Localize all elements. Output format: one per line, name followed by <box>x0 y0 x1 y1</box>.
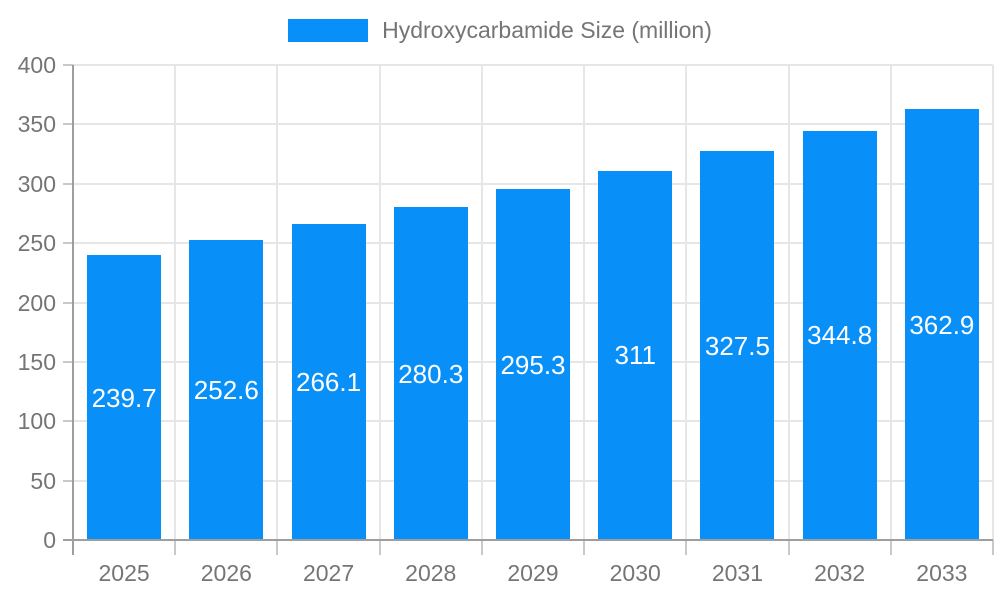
y-axis-label: 350 <box>17 111 56 138</box>
bar-value-label: 266.1 <box>296 367 362 397</box>
x-gridline <box>378 65 381 540</box>
y-axis-label: 0 <box>43 527 56 553</box>
legend[interactable]: Hydroxycarbamide Size (million) <box>0 19 1000 42</box>
bar-value-label: 252.6 <box>193 375 259 406</box>
bar-2028[interactable] <box>393 207 468 540</box>
bar-2033[interactable] <box>904 109 979 540</box>
x-axis-label: 2033 <box>916 560 968 586</box>
legend-label: Hydroxycarbamide Size (million) <box>382 17 712 43</box>
bar-value-label: 280.3 <box>398 358 464 389</box>
bar-2026[interactable] <box>189 240 264 540</box>
y-gridline <box>73 182 993 185</box>
x-tick <box>685 540 688 555</box>
bar-2025[interactable] <box>87 255 162 540</box>
x-gridline <box>480 65 483 540</box>
x-axis-label: 2032 <box>814 560 866 586</box>
bar-value-label: 344.8 <box>807 320 873 351</box>
x-tick <box>992 540 994 555</box>
y-tick <box>63 301 73 304</box>
x-axis-line <box>73 539 993 541</box>
bar-2030[interactable] <box>598 170 673 540</box>
bar-value-label: 327.5 <box>704 330 770 361</box>
x-tick <box>889 540 892 555</box>
x-gridline <box>992 65 994 540</box>
bar-value-label: 311 <box>614 340 656 371</box>
x-axis-label: 2025 <box>98 560 150 586</box>
y-axis-label: 150 <box>17 348 56 375</box>
bar-2032[interactable] <box>802 130 877 540</box>
x-gridline <box>583 65 586 540</box>
bar-value-label: 362.9 <box>909 309 975 340</box>
bar-value-label: 295.3 <box>500 349 566 380</box>
x-axis-label: 2026 <box>200 560 252 586</box>
y-axis-line <box>72 65 74 555</box>
bar-2027[interactable] <box>291 224 366 540</box>
x-axis-label: 2027 <box>302 560 355 586</box>
legend-swatch <box>288 19 369 42</box>
y-tick <box>63 539 73 541</box>
x-tick <box>276 540 279 555</box>
y-axis-label: 400 <box>17 52 56 78</box>
x-axis-label: 2028 <box>405 560 457 586</box>
y-tick <box>63 182 73 185</box>
x-gridline <box>276 65 279 540</box>
x-axis-label: 2029 <box>507 560 559 586</box>
x-tick <box>787 540 790 555</box>
x-axis-label: 2031 <box>711 560 764 586</box>
x-gridline <box>889 65 892 540</box>
y-tick <box>63 64 73 66</box>
y-tick <box>63 242 73 245</box>
y-axis-label: 200 <box>17 289 56 316</box>
y-gridline <box>73 64 993 66</box>
x-tick <box>174 540 177 555</box>
x-tick <box>378 540 381 555</box>
y-axis-label: 50 <box>30 467 56 494</box>
bar-2029[interactable] <box>496 189 570 540</box>
y-gridline <box>73 123 993 126</box>
x-tick <box>583 540 586 555</box>
y-tick <box>63 360 73 363</box>
x-gridline <box>685 65 688 540</box>
x-axis-label: 2030 <box>609 560 661 586</box>
y-axis-label: 100 <box>17 408 56 435</box>
bar-2031[interactable] <box>700 151 775 540</box>
x-gridline <box>787 65 790 540</box>
x-gridline <box>174 65 177 540</box>
y-axis-label: 300 <box>17 170 56 197</box>
y-tick <box>63 123 73 126</box>
bar-value-label: 239.7 <box>91 382 157 413</box>
y-tick <box>63 479 73 482</box>
y-tick <box>63 420 73 423</box>
y-axis-label: 250 <box>17 230 56 257</box>
x-tick <box>480 540 483 555</box>
